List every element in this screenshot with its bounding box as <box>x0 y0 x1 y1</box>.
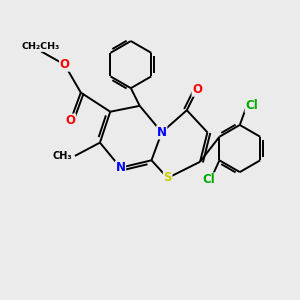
Text: CH₃: CH₃ <box>52 151 72 161</box>
Text: Cl: Cl <box>245 99 258 112</box>
Text: O: O <box>60 58 70 71</box>
Text: O: O <box>65 114 76 127</box>
Text: O: O <box>192 83 202 96</box>
Text: S: S <box>164 172 172 184</box>
Text: Cl: Cl <box>203 173 215 186</box>
Text: CH₂CH₃: CH₂CH₃ <box>22 42 60 51</box>
Text: N: N <box>157 126 167 139</box>
Text: N: N <box>116 161 126 174</box>
